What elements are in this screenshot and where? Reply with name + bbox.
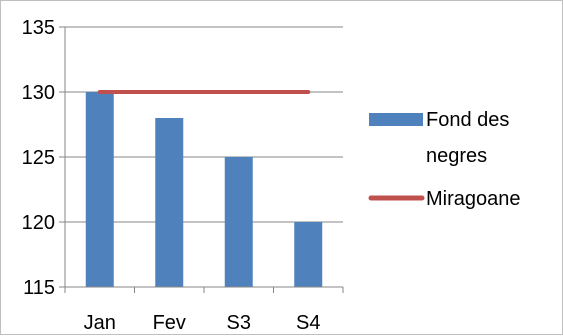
x-tick-label: Jan: [84, 312, 116, 334]
legend-label: negres: [426, 145, 487, 167]
x-tick-label: S4: [296, 312, 320, 334]
label-layer: 115 120 125 130 135 Jan Fev S3 S4: [22, 17, 321, 334]
y-tick-label: 120: [22, 212, 55, 234]
bar: [294, 222, 323, 287]
legend-label: Miragoane: [426, 188, 521, 210]
y-tick-label: 130: [22, 82, 55, 104]
y-tick-label: 115: [23, 277, 55, 299]
bar-layer: [85, 92, 323, 287]
bar: [224, 157, 253, 287]
legend-label: Fond des: [426, 109, 509, 131]
x-tick-label: S3: [227, 312, 251, 334]
legend: Fond des negres Miragoane: [368, 109, 521, 210]
y-tick-label: 125: [22, 147, 55, 169]
legend-swatch-bar: [369, 113, 423, 126]
axis-layer: [64, 27, 344, 293]
y-tick-label: 135: [22, 17, 55, 39]
bar: [85, 92, 114, 287]
x-tick-label: Fev: [153, 312, 186, 334]
bar: [155, 118, 184, 287]
